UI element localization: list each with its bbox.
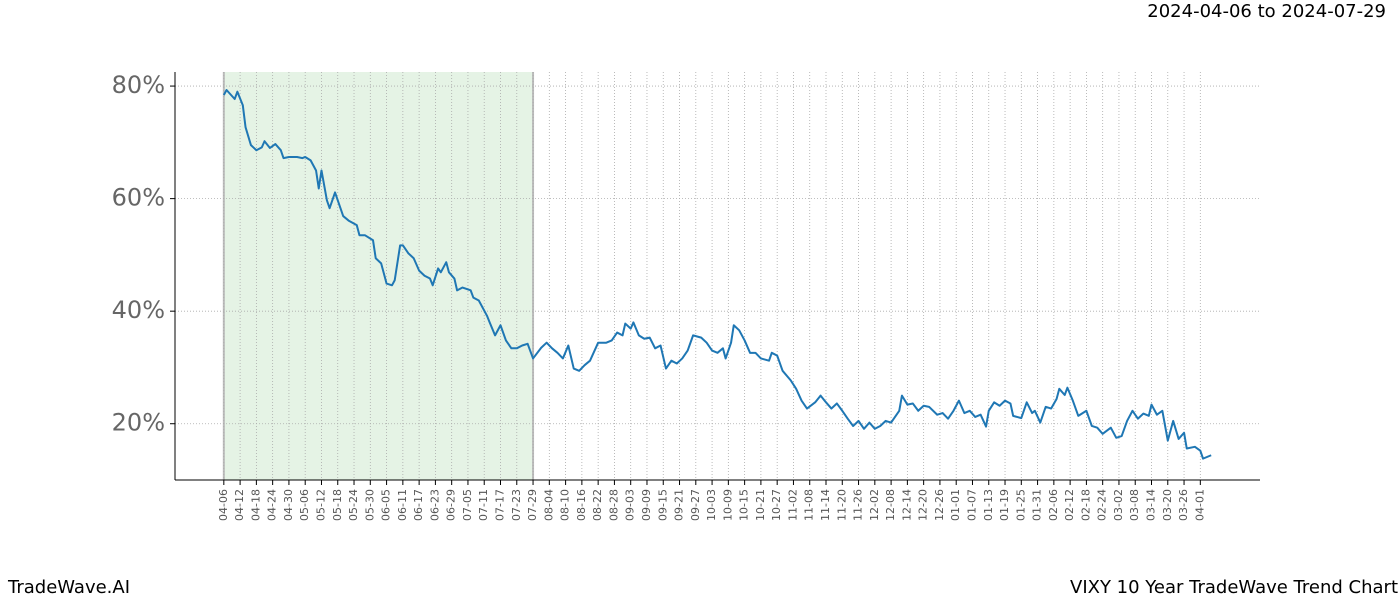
x-tick-label: 04-01 (1193, 489, 1206, 521)
x-tick-label: 06-11 (396, 489, 409, 521)
x-tick-label: 08-22 (591, 489, 604, 521)
x-tick-label: 09-21 (673, 489, 686, 521)
x-tick-label: 01-07 (965, 489, 978, 521)
x-tick-label: 05-24 (347, 489, 360, 521)
y-tick-label: 60% (112, 184, 165, 212)
x-tick-label: 04-06 (217, 489, 230, 521)
x-tick-label: 05-06 (298, 489, 311, 521)
x-tick-label: 04-12 (233, 489, 246, 521)
x-tick-label: 12-14 (900, 489, 913, 521)
x-tick-label: 10-03 (705, 489, 718, 521)
x-tick-label: 02-06 (1047, 489, 1060, 521)
highlight-span (223, 72, 534, 480)
x-tick-label: 09-15 (656, 489, 669, 521)
x-tick-label: 02-12 (1063, 489, 1076, 521)
x-tick-label: 12-26 (933, 489, 946, 521)
x-tick-label: 08-16 (575, 489, 588, 521)
x-tick-label: 11-08 (803, 489, 816, 521)
x-tick-label: 07-23 (510, 489, 523, 521)
x-tick-label: 08-10 (559, 489, 572, 521)
x-tick-label: 06-23 (428, 489, 441, 521)
x-tick-label: 01-01 (949, 489, 962, 521)
x-tick-label: 09-09 (640, 489, 653, 521)
x-tick-label: 07-17 (494, 489, 507, 521)
x-tick-label: 10-21 (754, 489, 767, 521)
x-tick-label: 03-08 (1128, 489, 1141, 521)
x-tick-label: 03-14 (1145, 489, 1158, 521)
x-tick-label: 10-15 (738, 489, 751, 521)
x-tick-label: 05-12 (314, 489, 327, 521)
x-tick-label: 10-09 (721, 489, 734, 521)
x-tick-label: 02-24 (1096, 489, 1109, 521)
x-tick-label: 09-03 (624, 489, 637, 521)
x-tick-label: 06-05 (380, 489, 393, 521)
x-tick-label: 06-29 (445, 489, 458, 521)
y-tick-label: 20% (112, 409, 165, 437)
x-tick-label: 02-18 (1079, 489, 1092, 521)
x-tick-label: 10-27 (770, 489, 783, 521)
chart-subtitle: 2024-04-06 to 2024-07-29 (1147, 1, 1386, 22)
x-tick-label: 03-26 (1177, 489, 1190, 521)
x-tick-label: 05-18 (331, 489, 344, 521)
x-tick-label: 09-27 (689, 489, 702, 521)
x-tick-label: 01-13 (982, 489, 995, 521)
y-tick-label: 80% (112, 71, 165, 99)
x-tick-label: 04-30 (282, 489, 295, 521)
x-tick-label: 06-17 (412, 489, 425, 521)
x-tick-label: 01-19 (998, 489, 1011, 521)
x-tick-label: 12-20 (917, 489, 930, 521)
data-line (222, 89, 1212, 460)
x-tick-label: 04-18 (249, 489, 262, 521)
x-tick-label: 07-29 (526, 489, 539, 521)
x-tick-label: 01-25 (1014, 489, 1027, 521)
x-tick-label: 03-20 (1161, 489, 1174, 521)
x-tick-label: 01-31 (1031, 489, 1044, 521)
x-tick-label: 08-04 (542, 489, 555, 521)
x-tick-label: 12-08 (884, 489, 897, 521)
x-tick-label: 08-28 (607, 489, 620, 521)
x-tick-label: 11-14 (819, 489, 832, 521)
x-tick-label: 07-11 (477, 489, 490, 521)
y-tick-label: 40% (112, 296, 165, 324)
x-tick-label: 11-20 (835, 489, 848, 521)
x-tick-label: 03-02 (1112, 489, 1125, 521)
x-tick-label: 05-30 (363, 489, 376, 521)
x-tick-label: 12-02 (868, 489, 881, 521)
x-tick-label: 11-02 (786, 489, 799, 521)
x-tick-label: 07-05 (461, 489, 474, 521)
x-tick-label: 04-24 (266, 489, 279, 521)
source-label: TradeWave.AI (7, 577, 130, 598)
x-tick-label: 11-26 (852, 489, 865, 521)
chart-title: VIXY 10 Year TradeWave Trend Chart (1070, 577, 1398, 598)
